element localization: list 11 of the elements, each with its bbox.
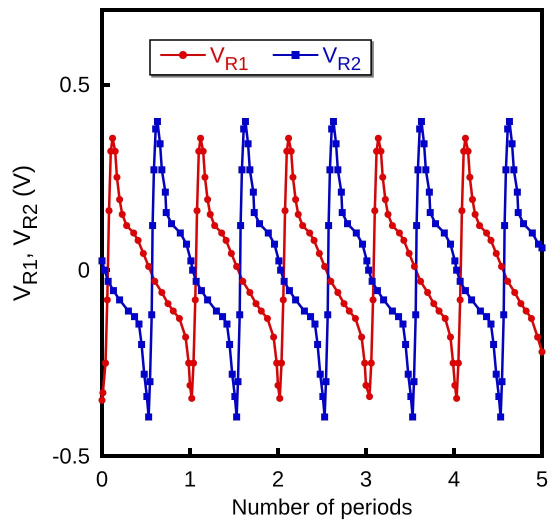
x-tick-label: 3: [360, 466, 372, 492]
x-tick-label: 1: [184, 466, 196, 492]
x-tick-label: 0: [96, 466, 108, 492]
x-tick-label: 5: [536, 466, 548, 492]
x-tick-label: 4: [448, 466, 460, 492]
y-tick-label: -0.5: [52, 444, 90, 468]
y-tick-label: 0: [78, 258, 90, 283]
y-tick-label: 0.5: [59, 72, 90, 97]
y-axis-title: VR1, VR2 (V): [8, 164, 42, 302]
x-axis-title: Number of periods: [232, 494, 412, 520]
x-tick-label: 2: [272, 466, 284, 492]
